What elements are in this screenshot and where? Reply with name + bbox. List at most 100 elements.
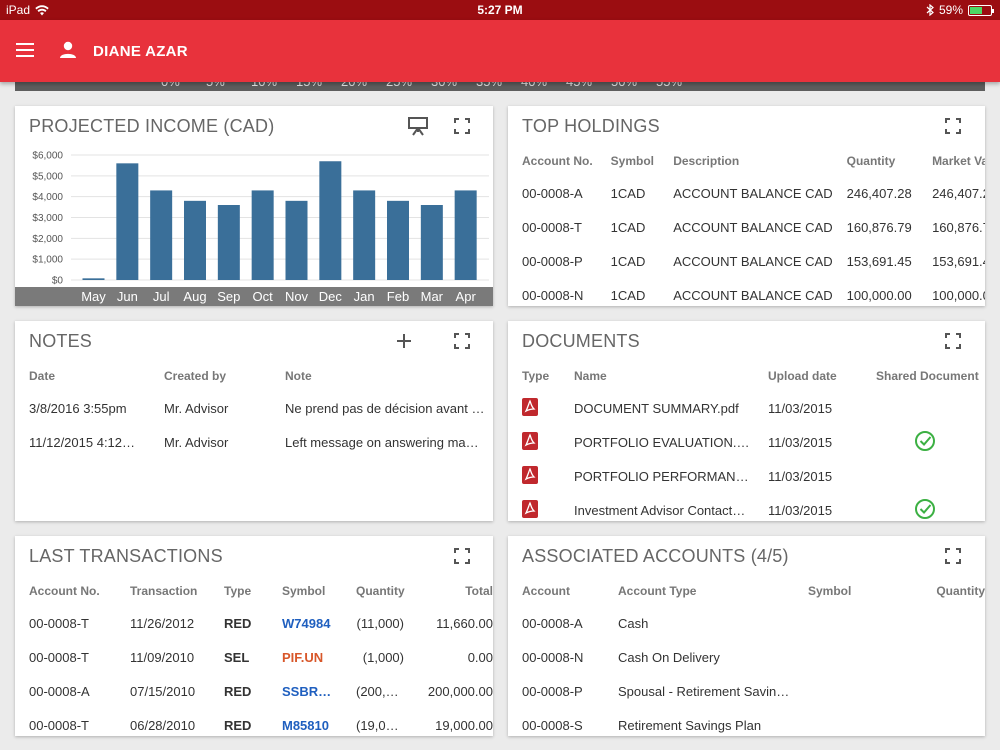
- quantity: [894, 674, 985, 708]
- x-tick-label: Sep: [217, 289, 240, 304]
- menu-icon[interactable]: [16, 43, 34, 57]
- document-name[interactable]: Investment Advisor Contact…: [574, 502, 746, 518]
- symbol-link[interactable]: W74984: [282, 615, 331, 631]
- document-name[interactable]: PORTFOLIO EVALUATION.pdf: [574, 434, 754, 450]
- income-bar: [82, 278, 105, 280]
- scale-tick: 50%: [611, 82, 637, 89]
- x-tick-label: Jun: [117, 289, 138, 304]
- column-header[interactable]: Account Type: [618, 584, 697, 598]
- add-icon[interactable]: [394, 331, 414, 351]
- x-tick-label: Dec: [319, 289, 343, 304]
- column-header[interactable]: Shared Document: [876, 369, 979, 383]
- pdf-icon[interactable]: [522, 431, 538, 453]
- projected-income-chart: $0 $1,000 $2,000 $3,000 $4,000 $5,000 $6,000 Ma…: [15, 151, 493, 306]
- table-cell: ACCOUNT BALANCE CAD: [673, 185, 833, 201]
- table-row[interactable]: 3/8/2016 3:55pm Mr. Advisor Ne prend pas d…: [15, 391, 493, 425]
- table-row[interactable]: PORTFOLIO PERFORMANC… 11/03/2015: [508, 459, 985, 493]
- y-tick-label: $2,000: [32, 234, 63, 245]
- column-header[interactable]: Transaction: [130, 584, 198, 598]
- x-axis-band: [15, 287, 493, 306]
- column-header[interactable]: Name: [574, 369, 607, 383]
- column-header[interactable]: Total: [465, 584, 493, 598]
- column-header[interactable]: Market Val: [932, 154, 985, 168]
- income-bar: [387, 200, 409, 280]
- table-cell: 246,407.28: [846, 185, 912, 201]
- column-header[interactable]: Account: [522, 584, 570, 598]
- card-title: PROJECTED INCOME (CAD): [29, 116, 275, 136]
- last-transactions-card: LAST TRANSACTIONS Account No. Transaction…: [15, 536, 493, 736]
- column-header[interactable]: Quantity: [846, 154, 896, 168]
- upload-date: 11/03/2015: [768, 434, 833, 450]
- table-row[interactable]: Investment Advisor Contact… 11/03/2015: [508, 493, 985, 521]
- account-number: 00-0008-T: [29, 717, 89, 733]
- expand-icon[interactable]: [452, 116, 472, 136]
- table-row[interactable]: 00-0008-P Spousal - Retirement Savin…: [508, 674, 985, 708]
- income-bar: [150, 190, 173, 280]
- column-header[interactable]: Note: [285, 369, 312, 383]
- column-header[interactable]: Date: [29, 369, 56, 383]
- column-header[interactable]: Symbol: [808, 584, 852, 598]
- table-row[interactable]: 00-0008-S Retirement Savings Plan: [508, 708, 985, 736]
- projected-income-card: PROJECTED INCOME (CAD) $0 $1,000 $2,000 $3,…: [15, 106, 493, 306]
- table-cell: 160,876.79: [846, 219, 912, 235]
- column-header[interactable]: Upload date: [768, 369, 837, 383]
- scale-tick: 5%: [206, 82, 225, 89]
- expand-icon[interactable]: [452, 331, 472, 351]
- table-row[interactable]: 00-0008-N Cash On Delivery: [508, 640, 985, 674]
- column-header[interactable]: Account No.: [29, 584, 100, 598]
- table-row[interactable]: 11/12/2015 4:12… Mr. Advisor Left message …: [15, 425, 493, 459]
- table-row[interactable]: PORTFOLIO EVALUATION.pdf 11/03/2015: [508, 425, 985, 459]
- total: 19,000.00: [435, 717, 493, 733]
- pdf-icon[interactable]: [522, 499, 538, 521]
- table-row[interactable]: 00-0008-T 11/09/2010 SEL PIF.UN (1,000) 0.00: [15, 640, 493, 674]
- x-tick-label: Jul: [153, 289, 170, 304]
- status-bar: iPad 5:27 PM 59%: [0, 0, 1000, 20]
- symbol-link[interactable]: M85810: [282, 717, 329, 733]
- table-cell: 153,691.45: [846, 253, 912, 269]
- expand-icon[interactable]: [943, 116, 963, 136]
- column-header[interactable]: Type: [522, 369, 550, 383]
- table-row[interactable]: 00-0008-T 11/26/2012 RED W74984 (11,000) 11,6…: [15, 606, 493, 640]
- table-row[interactable]: 00-0008-A 1CAD ACCOUNT BALANCE CAD 246,407.…: [508, 176, 985, 210]
- table-row[interactable]: 00-0008-T 1CAD ACCOUNT BALANCE CAD 160,876.…: [508, 210, 985, 244]
- table-row[interactable]: DOCUMENT SUMMARY.pdf 11/03/2015: [508, 391, 985, 425]
- transaction-type: RED: [224, 683, 252, 699]
- x-tick-label: Jan: [354, 289, 375, 304]
- document-name[interactable]: PORTFOLIO PERFORMANC…: [574, 468, 754, 484]
- table-cell: Ne prend pas de décision avant …: [285, 400, 485, 416]
- y-tick-label: $0: [52, 276, 64, 287]
- card-title: DOCUMENTS: [522, 331, 640, 351]
- top-holdings-card: TOP HOLDINGS Account No. Symbol Descriptio…: [508, 106, 985, 306]
- expand-icon[interactable]: [452, 546, 472, 566]
- table-row[interactable]: 00-0008-A 07/15/2010 RED SSBR… (200,0… 200,00…: [15, 674, 493, 708]
- presentation-icon[interactable]: [407, 115, 429, 137]
- client-name[interactable]: DIANE AZAR: [93, 43, 188, 60]
- account-number: 00-0008-A: [29, 683, 90, 699]
- column-header[interactable]: Created by: [164, 369, 227, 383]
- table-row[interactable]: 00-0008-N 1CAD ACCOUNT BALANCE CAD 100,000.…: [508, 278, 985, 306]
- table-cell: 1CAD: [610, 287, 646, 303]
- x-tick-label: Mar: [421, 289, 444, 304]
- pdf-icon[interactable]: [522, 397, 538, 419]
- document-name[interactable]: DOCUMENT SUMMARY.pdf: [574, 400, 739, 416]
- symbol-link[interactable]: PIF.UN: [282, 649, 324, 665]
- y-tick-label: $4,000: [32, 192, 63, 203]
- column-header[interactable]: Description: [673, 154, 740, 168]
- symbol-link[interactable]: SSBR…: [282, 683, 332, 699]
- column-header[interactable]: Quantity: [936, 584, 985, 598]
- table-row[interactable]: 00-0008-T 06/28/2010 RED M85810 (19,000) 19,0…: [15, 708, 493, 736]
- column-header[interactable]: Symbol: [282, 584, 326, 598]
- column-header[interactable]: Account No.: [522, 154, 593, 168]
- accounts-table: Account Account Type Symbol Quantity 00-000…: [508, 576, 985, 736]
- column-header[interactable]: Symbol: [610, 154, 654, 168]
- battery-level: [970, 6, 982, 14]
- table-row[interactable]: 00-0008-P 1CAD ACCOUNT BALANCE CAD 153,691.…: [508, 244, 985, 278]
- pdf-icon[interactable]: [522, 465, 538, 487]
- expand-icon[interactable]: [943, 331, 963, 351]
- column-header[interactable]: Type: [224, 584, 252, 598]
- transaction-date: 06/28/2010: [130, 717, 196, 733]
- expand-icon[interactable]: [943, 546, 963, 566]
- column-header[interactable]: Quantity: [356, 584, 405, 598]
- upload-date: 11/03/2015: [768, 400, 833, 416]
- table-row[interactable]: 00-0008-A Cash: [508, 606, 985, 640]
